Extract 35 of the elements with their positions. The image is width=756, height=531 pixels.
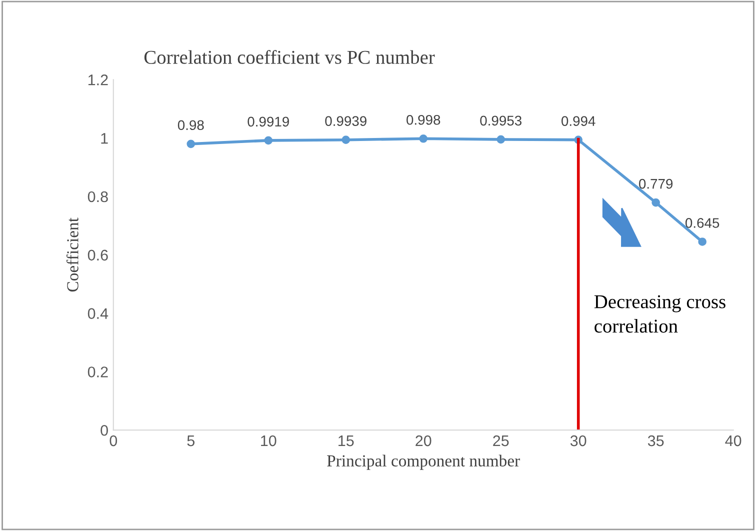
data-label: 0.998 <box>406 114 440 125</box>
point <box>186 140 196 148</box>
x-axis-title: Principal component number <box>327 454 520 470</box>
data-label: 0.994 <box>562 116 596 126</box>
x-tick-label: 15 <box>338 436 354 446</box>
point <box>652 198 660 207</box>
point <box>496 135 506 144</box>
x-tick-label: 30 <box>570 435 586 446</box>
x-tick-label: 0 <box>110 435 118 446</box>
data-label: 0.9953 <box>480 116 522 126</box>
data-label: 0.98 <box>178 120 204 130</box>
data-label: 0.645 <box>685 218 720 228</box>
point <box>342 136 350 144</box>
y-axis-title: Coefficient <box>66 218 78 292</box>
y-tick-label: 1.2 <box>88 74 108 86</box>
point <box>264 136 273 145</box>
y-tick-label: 0.6 <box>88 250 108 261</box>
data-label: 0.779 <box>638 178 673 189</box>
data-label: 0.9939 <box>325 116 366 126</box>
x-tick-label: 35 <box>648 435 664 446</box>
y-tick-label: 0.4 <box>88 308 108 319</box>
x-tick-label: 10 <box>261 435 276 446</box>
x-tick-label: 5 <box>187 436 194 446</box>
data-label: 0.9919 <box>248 116 289 127</box>
y-tick-label: 1 <box>101 133 108 144</box>
chart-title: Correlation coefficient vs PC number <box>144 50 435 64</box>
point <box>698 238 706 246</box>
x-tick-label: 40 <box>725 435 742 446</box>
y-tick-label: 0.8 <box>88 191 108 202</box>
x-tick-label: 20 <box>416 435 432 446</box>
y-tick-label: 0.2 <box>88 366 108 378</box>
x-tick-label: 25 <box>493 435 509 446</box>
ref-line-label: Decreasing cross correlation <box>594 295 726 333</box>
y-tick-label: 0 <box>100 424 108 436</box>
point <box>419 134 428 143</box>
